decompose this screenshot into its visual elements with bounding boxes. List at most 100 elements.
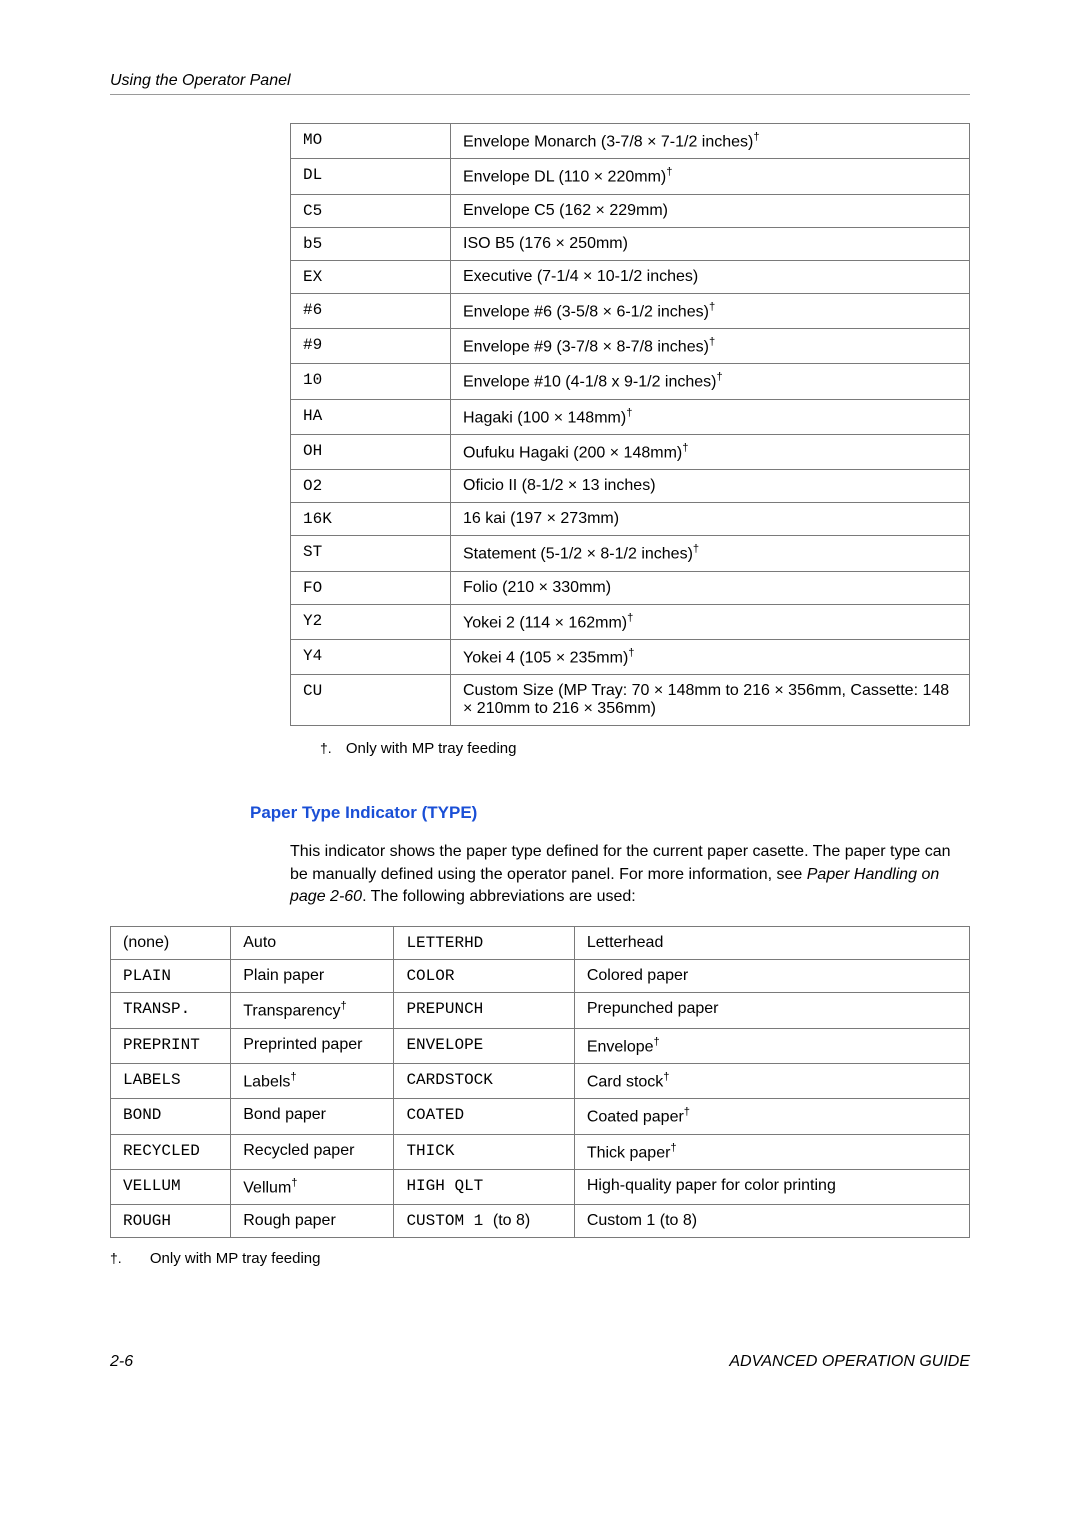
running-head: Using the Operator Panel (110, 72, 970, 90)
size-code: b5 (291, 227, 451, 260)
size-desc: Envelope #6 (3-5/8 × 6-1/2 inches)† (451, 293, 970, 328)
table-row: DLEnvelope DL (110 × 220mm)† (291, 159, 970, 194)
type-code-right: CARDSTOCK (394, 1064, 574, 1099)
type-name-left: Preprinted paper (231, 1028, 394, 1063)
table-row: RECYCLEDRecycled paperTHICKThick paper† (111, 1134, 970, 1169)
table-row: O2Oficio II (8-1/2 × 13 inches) (291, 470, 970, 503)
type-code-left: VELLUM (111, 1170, 231, 1205)
type-code-right: LETTERHD (394, 927, 574, 960)
size-code: MO (291, 124, 451, 159)
type-code-left: BOND (111, 1099, 231, 1134)
body-post: . The following abbreviations are used: (362, 888, 636, 905)
size-desc: ISO B5 (176 × 250mm) (451, 227, 970, 260)
page-footer: 2-6 ADVANCED OPERATION GUIDE (110, 1353, 970, 1371)
type-name-right: High-quality paper for color printing (574, 1170, 969, 1205)
table-row: STStatement (5-1/2 × 8-1/2 inches)† (291, 536, 970, 571)
table-row: OHOufuku Hagaki (200 × 148mm)† (291, 434, 970, 469)
type-code-left: PLAIN (111, 960, 231, 993)
size-code: C5 (291, 194, 451, 227)
size-desc: Oufuku Hagaki (200 × 148mm)† (451, 434, 970, 469)
type-name-left: Bond paper (231, 1099, 394, 1134)
size-desc: Envelope #9 (3-7/8 × 8-7/8 inches)† (451, 328, 970, 363)
table-row: ROUGHRough paperCUSTOM 1 (to 8)Custom 1 … (111, 1205, 970, 1238)
type-name-right: Colored paper (574, 960, 969, 993)
size-desc: Envelope C5 (162 × 229mm) (451, 194, 970, 227)
footnote-text: Only with MP tray feeding (346, 740, 517, 757)
size-desc: Envelope #10 (4-1/8 x 9-1/2 inches)† (451, 364, 970, 399)
size-code: FO (291, 571, 451, 604)
size-code: CU (291, 675, 451, 726)
type-name-left: Auto (231, 927, 394, 960)
type-code-left: RECYCLED (111, 1134, 231, 1169)
size-code: #9 (291, 328, 451, 363)
type-name-left: Transparency† (231, 993, 394, 1028)
table-row: Y4Yokei 4 (105 × 235mm)† (291, 639, 970, 674)
table-row: BONDBond paperCOATEDCoated paper† (111, 1099, 970, 1134)
size-desc: Yokei 4 (105 × 235mm)† (451, 639, 970, 674)
type-code-right: PREPUNCH (394, 993, 574, 1028)
type-code-left: LABELS (111, 1064, 231, 1099)
size-code: 16K (291, 503, 451, 536)
type-code-right: CUSTOM 1 (to 8) (394, 1205, 574, 1238)
size-desc: 16 kai (197 × 273mm) (451, 503, 970, 536)
table-row: CUCustom Size (MP Tray: 70 × 148mm to 21… (291, 675, 970, 726)
size-desc: Hagaki (100 × 148mm)† (451, 399, 970, 434)
type-name-left: Vellum† (231, 1170, 394, 1205)
size-code: O2 (291, 470, 451, 503)
type-code-left: ROUGH (111, 1205, 231, 1238)
dagger-mark: †. (320, 740, 332, 756)
type-name-right: Prepunched paper (574, 993, 969, 1028)
footnote-text: Only with MP tray feeding (150, 1250, 321, 1267)
size-code: ST (291, 536, 451, 571)
size-code: OH (291, 434, 451, 469)
size-table-wrap: MOEnvelope Monarch (3-7/8 × 7-1/2 inches… (290, 123, 970, 726)
table-row: Y2Yokei 2 (114 × 162mm)† (291, 604, 970, 639)
type-code-right: COATED (394, 1099, 574, 1134)
size-code: Y2 (291, 604, 451, 639)
table-row: VELLUMVellum†HIGH QLTHigh-quality paper … (111, 1170, 970, 1205)
type-code-left: TRANSP. (111, 993, 231, 1028)
table-row: PREPRINTPreprinted paperENVELOPEEnvelope… (111, 1028, 970, 1063)
size-code: Y4 (291, 639, 451, 674)
table-row: b5ISO B5 (176 × 250mm) (291, 227, 970, 260)
size-table: MOEnvelope Monarch (3-7/8 × 7-1/2 inches… (290, 123, 970, 726)
size-code: HA (291, 399, 451, 434)
type-code-right: COLOR (394, 960, 574, 993)
type-name-right: Letterhead (574, 927, 969, 960)
table-row: C5Envelope C5 (162 × 229mm) (291, 194, 970, 227)
type-code-right: ENVELOPE (394, 1028, 574, 1063)
table-row: PLAINPlain paperCOLORColored paper (111, 960, 970, 993)
type-name-right: Envelope† (574, 1028, 969, 1063)
size-desc: Executive (7-1/4 × 10-1/2 inches) (451, 260, 970, 293)
table-row: HAHagaki (100 × 148mm)† (291, 399, 970, 434)
type-table: (none)AutoLETTERHDLetterheadPLAINPlain p… (110, 926, 970, 1238)
type-name-right: Custom 1 (to 8) (574, 1205, 969, 1238)
book-title: ADVANCED OPERATION GUIDE (729, 1353, 970, 1371)
table-row: FOFolio (210 × 330mm) (291, 571, 970, 604)
type-name-left: Labels† (231, 1064, 394, 1099)
type-code-right: HIGH QLT (394, 1170, 574, 1205)
table-row: (none)AutoLETTERHDLetterhead (111, 927, 970, 960)
size-desc: Envelope DL (110 × 220mm)† (451, 159, 970, 194)
section-title: Paper Type Indicator (TYPE) (250, 803, 970, 823)
size-desc: Envelope Monarch (3-7/8 × 7-1/2 inches)† (451, 124, 970, 159)
size-desc: Oficio II (8-1/2 × 13 inches) (451, 470, 970, 503)
table-row: #9Envelope #9 (3-7/8 × 8-7/8 inches)† (291, 328, 970, 363)
table-row: 10Envelope #10 (4-1/8 x 9-1/2 inches)† (291, 364, 970, 399)
size-code: 10 (291, 364, 451, 399)
page: Using the Operator Panel MOEnvelope Mona… (0, 0, 1080, 1431)
size-code: EX (291, 260, 451, 293)
dagger-mark: †. (110, 1250, 122, 1266)
size-desc: Yokei 2 (114 × 162mm)† (451, 604, 970, 639)
type-footnote: †. Only with MP tray feeding (110, 1250, 970, 1267)
size-desc: Statement (5-1/2 × 8-1/2 inches)† (451, 536, 970, 571)
section-body: This indicator shows the paper type defi… (290, 841, 970, 908)
type-name-left: Rough paper (231, 1205, 394, 1238)
table-row: #6Envelope #6 (3-5/8 × 6-1/2 inches)† (291, 293, 970, 328)
type-name-right: Coated paper† (574, 1099, 969, 1134)
type-name-left: Plain paper (231, 960, 394, 993)
size-code: DL (291, 159, 451, 194)
page-number: 2-6 (110, 1353, 133, 1371)
type-name-right: Thick paper† (574, 1134, 969, 1169)
type-code-left: PREPRINT (111, 1028, 231, 1063)
